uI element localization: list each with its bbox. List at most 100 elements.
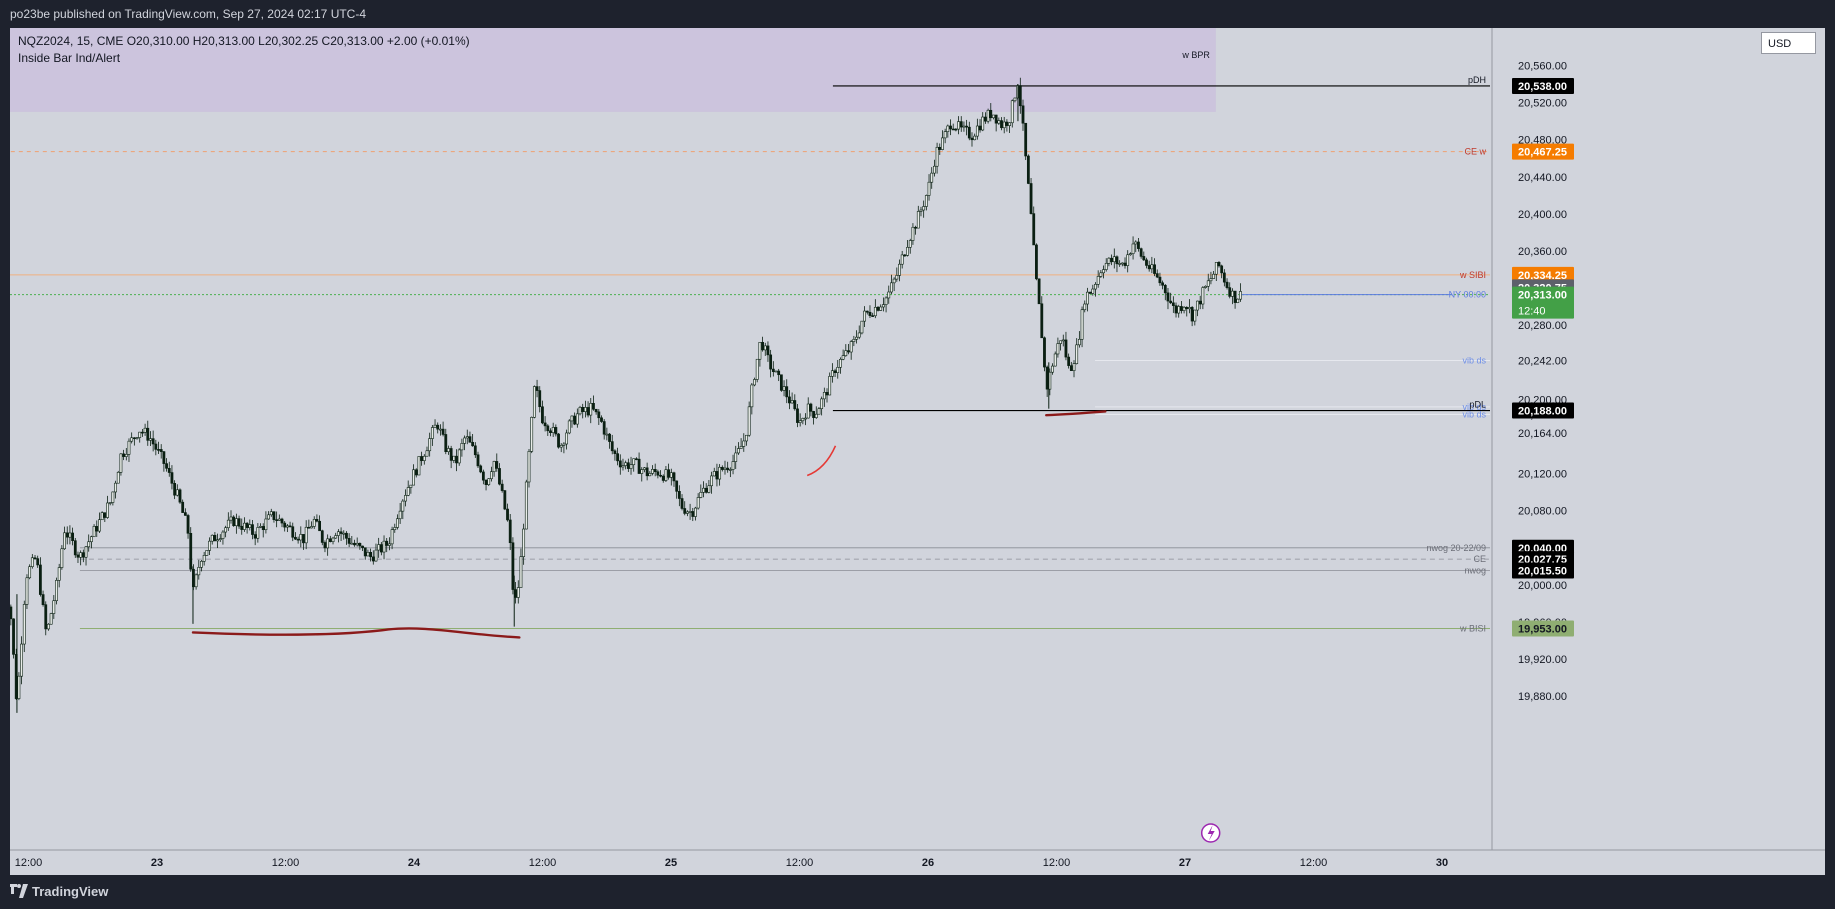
x-tick-label: 30 — [1436, 857, 1448, 869]
candle-body — [347, 538, 351, 544]
candle-body — [374, 549, 378, 562]
candle-body — [514, 589, 517, 598]
candle-body — [1182, 306, 1186, 311]
candle-body — [825, 392, 829, 396]
candle-body — [1096, 276, 1100, 285]
candle-body — [1053, 353, 1057, 367]
candle-body — [401, 500, 405, 512]
candle-body — [245, 522, 249, 528]
level-label: w SIBI — [1459, 270, 1486, 280]
candle-body — [503, 490, 507, 510]
candle-body — [527, 451, 531, 483]
candle-body — [20, 643, 23, 677]
y-tick-label: 19,920.00 — [1518, 654, 1567, 666]
candle-body — [970, 137, 974, 141]
candle-body — [1072, 363, 1076, 371]
candle-body — [699, 491, 703, 498]
level-label: pDH — [1468, 75, 1486, 85]
candle-body — [1239, 291, 1242, 300]
candle-body — [957, 121, 960, 130]
candle-body — [881, 304, 885, 308]
candle-body — [208, 540, 211, 551]
candle-body — [122, 453, 126, 457]
candle-body — [1145, 259, 1148, 266]
candle-body — [933, 165, 936, 174]
candle-body — [355, 542, 359, 546]
candle-body — [683, 508, 687, 514]
candle-body — [202, 555, 206, 562]
candle-body — [465, 436, 469, 439]
candle-body — [495, 461, 499, 469]
chart-legend: NQZ2024, 15, CME O20,310.00 H20,313.00 L… — [18, 33, 470, 67]
x-tick-label: 25 — [665, 857, 677, 869]
level-label: nwog — [1464, 566, 1486, 576]
candle-body — [836, 367, 840, 374]
candle-body — [1188, 307, 1191, 310]
y-tick-label: 20,400.00 — [1518, 209, 1567, 221]
candle-body — [1217, 262, 1221, 267]
price-label: 19,953.00 — [1518, 623, 1567, 635]
candle-body — [1196, 300, 1199, 311]
level-label: pDL — [1469, 400, 1486, 410]
candle-body — [978, 125, 982, 131]
candle-body — [350, 542, 354, 545]
candle-body — [989, 109, 993, 119]
candle-body — [903, 254, 907, 257]
candle-body — [1174, 305, 1178, 314]
footer-bar: TradingView — [0, 875, 1835, 909]
candle-body — [924, 195, 928, 207]
candle-body — [229, 516, 233, 521]
candle-body — [183, 512, 187, 516]
indicator-label[interactable]: Inside Bar Ind/Alert — [18, 51, 121, 65]
candle-body — [696, 497, 700, 509]
x-tick-label: 24 — [408, 857, 421, 869]
candle-body — [302, 534, 305, 544]
candle-body — [1021, 105, 1025, 124]
drawn-curve — [191, 627, 521, 639]
candle-body — [243, 522, 246, 530]
price-axis — [1492, 28, 1825, 850]
y-tick-label: 20,080.00 — [1518, 506, 1567, 518]
candle-body — [63, 532, 66, 550]
candle-body — [949, 125, 952, 130]
candle-body — [554, 427, 558, 435]
candle-body — [994, 114, 998, 124]
candle-body — [1166, 292, 1170, 302]
candle-body — [640, 469, 644, 474]
candle-body — [737, 448, 740, 454]
candle-body — [769, 354, 773, 370]
candle-body — [404, 495, 407, 502]
candle-body — [1236, 298, 1240, 303]
candle-body — [38, 564, 42, 595]
candle-body — [1118, 263, 1122, 265]
candle-body — [81, 552, 85, 558]
candle-body — [264, 518, 268, 531]
x-tick-label: 12:00 — [1043, 857, 1071, 869]
candle-body — [702, 487, 705, 493]
y-tick-label: 19,880.00 — [1518, 691, 1567, 703]
candle-body — [328, 538, 332, 542]
candle-body — [586, 407, 590, 416]
candle-body — [661, 475, 665, 481]
candle-body — [452, 455, 456, 461]
candle-body — [1040, 303, 1044, 339]
candle-body — [170, 472, 174, 484]
candle-body — [1075, 344, 1079, 364]
candle-body — [908, 240, 912, 248]
level-label: CE w — [1464, 147, 1486, 157]
candle-body — [294, 536, 297, 540]
candle-body — [648, 473, 652, 477]
candle-body — [339, 531, 343, 534]
candle-body — [49, 613, 53, 625]
candle-body — [1158, 276, 1162, 284]
candle-body — [498, 468, 501, 485]
candle-body — [592, 403, 595, 410]
candle-body — [941, 137, 944, 150]
candle-body — [299, 534, 303, 541]
candle-body — [567, 420, 571, 434]
candle-body — [240, 525, 244, 530]
candle-body — [1061, 339, 1065, 342]
price-label-box — [1512, 266, 1574, 283]
currency-selector[interactable]: USD — [1761, 32, 1816, 54]
